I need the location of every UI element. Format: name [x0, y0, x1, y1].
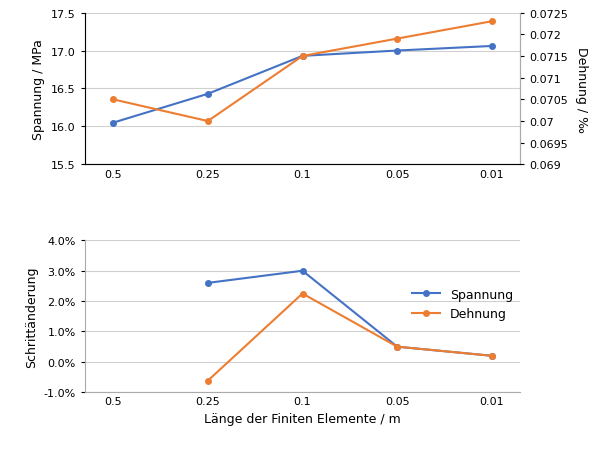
- Dehnung: [204, 378, 211, 383]
- Line: Spannung: Spannung: [205, 268, 495, 359]
- Line: Dehnung: Dehnung: [205, 291, 495, 384]
- Spannung: [488, 353, 495, 359]
- Spannung: [394, 344, 401, 350]
- Spannung: [204, 281, 211, 286]
- Spannung: [299, 268, 306, 274]
- Y-axis label: Dehnung / ‰: Dehnung / ‰: [575, 46, 587, 132]
- Y-axis label: Schrittänderung: Schrittänderung: [25, 266, 38, 367]
- Dehnung: [299, 291, 306, 297]
- Dehnung: [394, 344, 401, 350]
- Dehnung: [488, 353, 495, 359]
- X-axis label: Länge der Finiten Elemente / m: Länge der Finiten Elemente / m: [204, 412, 401, 425]
- Legend: Spannung, Dehnung: Spannung, Dehnung: [407, 283, 518, 326]
- Y-axis label: Spannung / MPa: Spannung / MPa: [32, 39, 45, 140]
